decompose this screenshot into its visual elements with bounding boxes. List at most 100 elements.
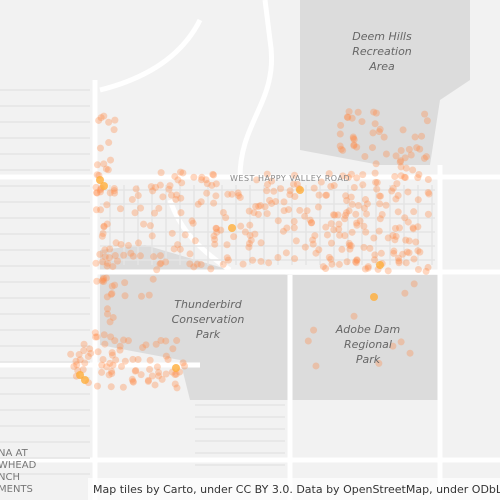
point: [170, 245, 178, 253]
point: [177, 209, 185, 217]
point: [409, 225, 417, 233]
point: [384, 234, 392, 242]
point: [110, 126, 118, 134]
point: [100, 277, 108, 285]
point: [395, 259, 403, 267]
point: [415, 171, 423, 179]
point: [410, 255, 418, 263]
park-label: Deem Hills: [352, 30, 412, 43]
point: [134, 356, 142, 364]
point: [116, 346, 124, 354]
point: [344, 114, 352, 122]
point: [359, 171, 367, 179]
point: [152, 340, 160, 348]
point: [327, 182, 335, 190]
point: [335, 220, 343, 228]
point: [119, 383, 127, 391]
point: [169, 345, 177, 353]
point: [120, 336, 128, 344]
point: [211, 240, 219, 248]
point: [359, 181, 367, 189]
point: [112, 239, 120, 247]
point: [376, 200, 384, 208]
point: [107, 333, 115, 341]
point: [354, 202, 362, 210]
point: [335, 225, 343, 233]
point: [168, 229, 176, 237]
point: [224, 190, 232, 198]
point: [137, 204, 145, 212]
point: [372, 109, 380, 117]
point: [132, 185, 140, 193]
edge-label: MENTS: [0, 484, 33, 495]
point: [401, 173, 409, 181]
point: [351, 258, 359, 266]
point: [328, 239, 336, 247]
point: [308, 219, 316, 227]
park-label: Conservation: [172, 313, 245, 326]
point: [120, 251, 128, 259]
point: [102, 274, 110, 282]
point: [146, 222, 154, 230]
point: [274, 253, 282, 261]
point: [343, 197, 351, 205]
point: [399, 126, 407, 134]
point: [228, 224, 236, 232]
point: [249, 256, 257, 264]
point: [208, 181, 216, 189]
point: [348, 114, 356, 122]
point: [356, 217, 364, 225]
point: [291, 255, 299, 263]
point: [377, 192, 385, 200]
point: [121, 292, 129, 300]
point: [336, 142, 344, 150]
point: [403, 248, 411, 256]
point: [98, 232, 106, 240]
point: [344, 173, 352, 181]
point: [342, 192, 350, 200]
point: [178, 179, 186, 187]
point: [176, 245, 184, 253]
point: [117, 240, 125, 248]
point: [421, 110, 429, 118]
point: [217, 226, 225, 234]
point: [207, 265, 215, 273]
point: [309, 236, 317, 244]
point: [352, 210, 360, 218]
point: [156, 260, 164, 268]
point: [190, 173, 198, 181]
point: [97, 206, 105, 214]
point: [213, 228, 221, 236]
point: [193, 260, 201, 268]
point: [230, 233, 238, 241]
point: [139, 344, 147, 352]
point: [99, 355, 107, 363]
points: [67, 108, 433, 392]
point: [93, 382, 101, 390]
point: [257, 257, 265, 265]
point: [80, 347, 88, 355]
point: [98, 258, 106, 266]
point: [391, 172, 399, 180]
road: [237, 0, 274, 178]
point: [373, 178, 381, 186]
point: [291, 192, 299, 200]
point: [257, 202, 265, 210]
point: [349, 134, 357, 142]
point: [108, 367, 116, 375]
point: [394, 254, 402, 262]
point: [395, 257, 403, 265]
point: [307, 219, 315, 227]
point: [291, 171, 299, 179]
point: [424, 176, 432, 184]
point: [373, 185, 381, 193]
point: [377, 249, 385, 257]
point: [335, 260, 343, 268]
point: [212, 192, 220, 200]
point: [414, 196, 422, 204]
point: [189, 219, 197, 227]
point: [272, 197, 280, 205]
point: [146, 365, 154, 373]
point: [174, 241, 182, 249]
point: [94, 348, 102, 356]
